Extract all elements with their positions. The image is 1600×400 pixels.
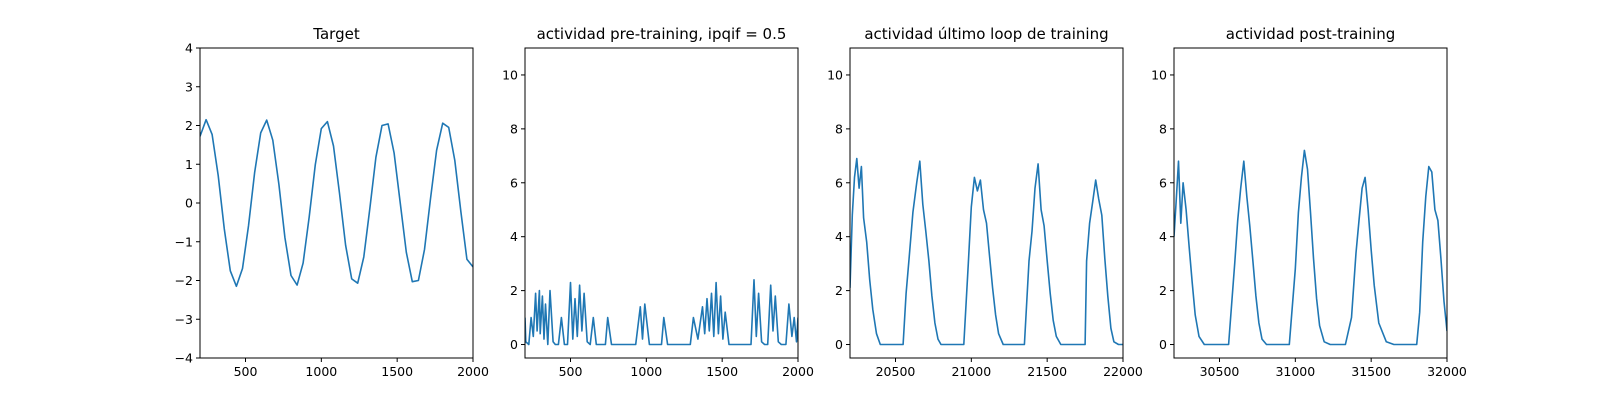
x-tick-label: 21000: [951, 364, 991, 379]
x-tick-label: 1000: [630, 364, 662, 379]
x-tick-label: 22000: [1103, 364, 1143, 379]
y-tick-label: −3: [175, 312, 193, 327]
y-tick-label: 0: [835, 337, 843, 352]
y-tick-label: 10: [1151, 67, 1167, 82]
y-tick-label: 8: [835, 121, 843, 136]
panel-title: actividad post-training: [1226, 25, 1395, 43]
x-tick-label: 1500: [706, 364, 738, 379]
y-tick-label: 10: [827, 67, 843, 82]
panel-4: actividad post-training 30500 31000 31500 32…: [1151, 25, 1467, 379]
y-tick-label: 4: [510, 229, 518, 244]
y-tick-label: 3: [185, 79, 193, 94]
y-tick-label: 0: [1159, 337, 1167, 352]
y-tick-label: 2: [835, 283, 843, 298]
panel-title: actividad pre-training, ipqif = 0.5: [537, 25, 787, 43]
series-line-1: [850, 157, 1123, 346]
axes-frame: [1173, 47, 1448, 359]
panel-2: actividad pre-training, ipqif = 0.5 500 10…: [502, 25, 814, 379]
y-tick-label: 0: [185, 196, 193, 211]
x-tick-label: 500: [234, 364, 258, 379]
x-tick-label: 500: [559, 364, 583, 379]
series-line-1: [1174, 149, 1447, 346]
x-tick-label: 1500: [381, 364, 413, 379]
y-tick-label: −4: [175, 351, 193, 366]
y-tick-label: −1: [175, 234, 193, 249]
x-tick-label: 20500: [876, 364, 916, 379]
y-tick-label: 6: [1159, 175, 1167, 190]
y-tick-label: −2: [175, 273, 193, 288]
panel-1: Target 500 1000 1500 2000 −4 −3 −2 −1 0 1 2 3 4: [175, 25, 489, 379]
y-tick-label: 0: [510, 337, 518, 352]
panel-title: actividad último loop de training: [864, 25, 1108, 43]
y-tick-label: 8: [1159, 121, 1167, 136]
y-tick-label: 6: [510, 175, 518, 190]
axes-frame: [524, 47, 799, 359]
y-tick-label: 2: [185, 118, 193, 133]
y-tick-label: 8: [510, 121, 518, 136]
axes-frame: [849, 47, 1124, 359]
series-line-1: [525, 278, 798, 346]
x-tick-label: 31500: [1351, 364, 1391, 379]
y-tick-label: 4: [1159, 229, 1167, 244]
x-tick-label: 30500: [1200, 364, 1240, 379]
panel-title: Target: [312, 25, 360, 43]
series-line-1: [200, 118, 473, 288]
x-tick-label: 2000: [457, 364, 489, 379]
x-tick-label: 32000: [1427, 364, 1467, 379]
x-tick-label: 31000: [1275, 364, 1315, 379]
y-tick-label: 10: [502, 67, 518, 82]
x-tick-label: 1000: [305, 364, 337, 379]
axes-frame: [199, 47, 474, 359]
y-tick-label: 2: [1159, 283, 1167, 298]
y-tick-label: 4: [835, 229, 843, 244]
y-tick-label: 4: [185, 41, 193, 56]
y-tick-label: 2: [510, 283, 518, 298]
x-tick-label: 21500: [1027, 364, 1067, 379]
y-tick-label: 1: [185, 157, 193, 172]
y-tick-label: 6: [835, 175, 843, 190]
x-tick-label: 2000: [782, 364, 814, 379]
